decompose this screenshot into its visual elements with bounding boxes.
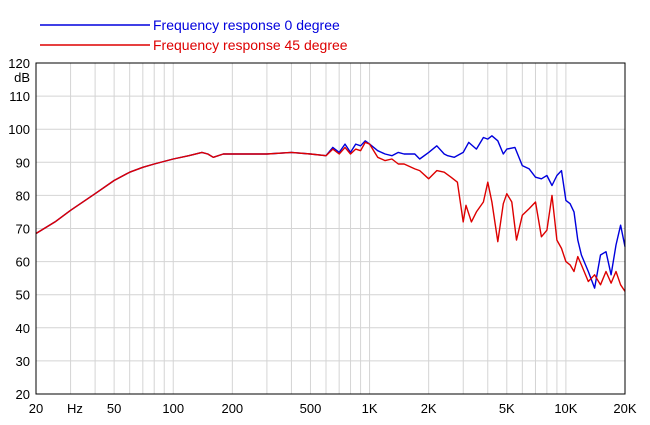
- y-tick-label: 30: [16, 354, 30, 369]
- grid: [35, 62, 626, 395]
- legend-label-45-degree: Frequency response 45 degree: [153, 37, 348, 53]
- y-tick-label: 110: [9, 89, 30, 104]
- x-tick-label: 100: [162, 401, 184, 416]
- x-tick-label: 1K: [362, 401, 378, 416]
- series-line-45-degree: [35, 141, 626, 292]
- y-tick-label: 100: [8, 122, 30, 137]
- x-axis-label: Hz: [67, 401, 83, 416]
- x-tick-label: 50: [107, 401, 121, 416]
- y-tick-label: 40: [16, 321, 30, 336]
- y-tick-label: 90: [16, 155, 30, 170]
- y-tick-label: 60: [16, 255, 30, 270]
- y-tick-label: 70: [16, 222, 30, 237]
- x-tick-label: 20K: [613, 401, 636, 416]
- legend-label-0-degree: Frequency response 0 degree: [153, 17, 340, 33]
- y-tick-label: 20: [16, 387, 30, 402]
- series-layer: [35, 135, 626, 292]
- x-tick-label: 2K: [421, 401, 437, 416]
- y-tick-label: 120: [8, 56, 30, 71]
- x-tick-label: 5K: [499, 401, 515, 416]
- x-axis-ticks: 20 50 100 200 500 1K 2K 5K 10K 20K: [29, 401, 637, 416]
- y-tick-label: 50: [16, 288, 30, 303]
- plot-frame: [35, 62, 626, 395]
- y-axis-ticks: 20 30 40 50 60 70 80 90 100 110 120: [8, 56, 30, 402]
- x-tick-label: 10K: [554, 401, 577, 416]
- y-axis-label: dB: [14, 70, 30, 85]
- x-tick-label: 200: [221, 401, 243, 416]
- x-tick-label: 500: [300, 401, 322, 416]
- legend: Frequency response 0 degree Frequency res…: [40, 17, 348, 53]
- x-tick-label: 20: [29, 401, 43, 416]
- y-tick-label: 80: [16, 188, 30, 203]
